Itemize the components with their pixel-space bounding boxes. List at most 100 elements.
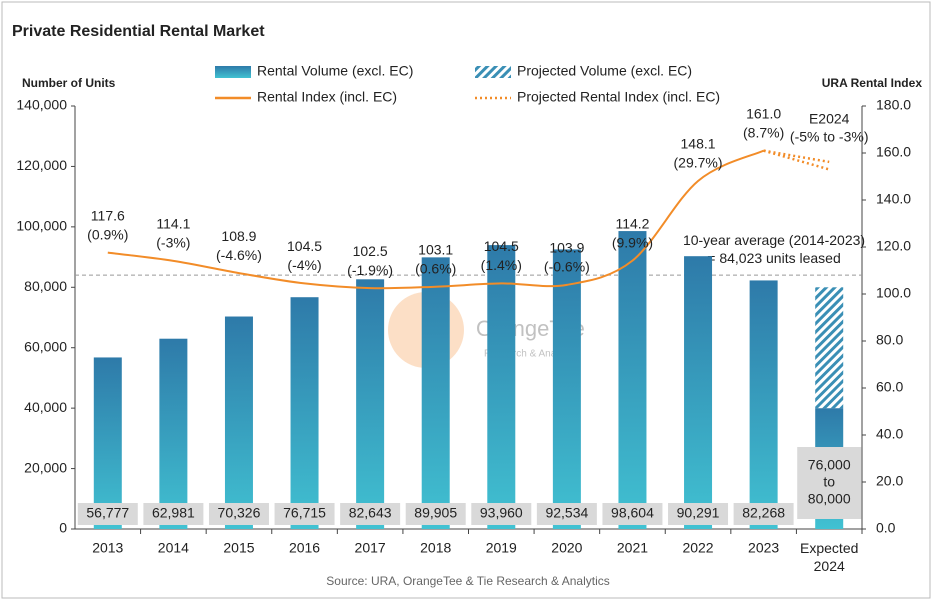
value-label: 62,981 — [152, 505, 195, 521]
y2-tick-label: 100.0 — [876, 285, 911, 301]
value-label: 98,604 — [611, 505, 654, 521]
x-tick-label: 2023 — [748, 540, 779, 556]
expected-volume-label: 76,000 — [808, 457, 851, 473]
x-tick-label: 2016 — [289, 540, 320, 556]
y2-tick-label: 60.0 — [876, 379, 903, 395]
projected-bar — [815, 287, 844, 409]
legend-swatch — [475, 66, 511, 78]
projection-label: E2024 — [809, 111, 850, 127]
y-tick-label: 40,000 — [24, 399, 67, 415]
bar — [224, 316, 253, 529]
legend-label: Rental Index (incl. EC) — [257, 89, 397, 105]
value-label-box — [536, 503, 597, 525]
value-label: 76,715 — [283, 505, 326, 521]
bar — [684, 256, 713, 529]
index-change-label: (-0.6%) — [544, 259, 590, 275]
y2-tick-label: 80.0 — [876, 332, 903, 348]
y2-tick-label: 140.0 — [876, 191, 911, 207]
index-label: 102.5 — [353, 243, 388, 259]
y-tick-label: 80,000 — [24, 278, 67, 294]
x-tick-label: 2015 — [223, 540, 254, 556]
value-label-box — [405, 503, 466, 525]
value-label-box — [77, 503, 138, 525]
index-label: 148.1 — [681, 136, 716, 152]
bar — [487, 245, 516, 529]
index-label: 117.6 — [91, 207, 125, 223]
index-change-label: (-4.6%) — [216, 247, 262, 263]
y2-tick-label: 120.0 — [876, 238, 911, 254]
y-tick-label: 0 — [59, 520, 67, 536]
value-label-box — [797, 447, 862, 519]
x-tick-label-line: 2024 — [814, 558, 845, 574]
value-label: 89,905 — [414, 505, 457, 521]
x-tick-label: 2022 — [682, 540, 713, 556]
y2-tick-label: 180.0 — [876, 97, 911, 113]
value-label-box — [668, 503, 729, 525]
index-label: 104.5 — [484, 238, 519, 254]
x-tick-label: 2021 — [617, 540, 648, 556]
value-label: 82,643 — [349, 505, 392, 521]
y2-tick-label: 20.0 — [876, 473, 903, 489]
index-change-label: (0.9%) — [87, 226, 128, 242]
value-label-box — [471, 503, 532, 525]
index-change-label: (8.7%) — [743, 124, 784, 140]
bar — [552, 249, 581, 529]
projection-label: (-5% to -3%) — [790, 129, 869, 145]
index-change-label: (0.6%) — [415, 260, 456, 276]
x-tick-label: Expected 2024 — [800, 540, 858, 574]
value-label: 90,291 — [677, 505, 720, 521]
projected-index-line — [763, 149, 830, 171]
index-label: 108.9 — [221, 228, 256, 244]
legend-label: Projected Volume (excl. EC) — [517, 63, 692, 79]
index-label: 114.2 — [615, 215, 649, 231]
bar — [93, 357, 122, 529]
index-change-label: (9.9%) — [612, 234, 653, 250]
value-label-box — [733, 503, 794, 525]
index-label: 103.1 — [418, 241, 453, 257]
index-line — [107, 149, 765, 290]
value-label-box — [274, 503, 335, 525]
value-label-box — [602, 503, 663, 525]
average-label: 10-year average (2014-2023) — [683, 232, 865, 248]
index-label: 114.1 — [156, 216, 190, 232]
value-label-box — [208, 503, 269, 525]
legend-swatch — [215, 66, 251, 78]
index-change-label: (-1.9%) — [347, 262, 393, 278]
index-label: 103.9 — [549, 240, 584, 256]
bar — [421, 257, 450, 529]
value-label-box — [143, 503, 204, 525]
index-change-label: (-4%) — [287, 257, 321, 273]
x-tick-label: 2019 — [486, 540, 517, 556]
y-tick-label: 20,000 — [24, 459, 67, 475]
x-tick-label: 2014 — [158, 540, 189, 556]
y2-axis-title: URA Rental Index — [822, 76, 923, 90]
bar — [749, 280, 778, 529]
expected-volume-label: to — [823, 474, 835, 490]
index-change-label: (-3%) — [156, 235, 190, 251]
value-label: 82,268 — [742, 505, 785, 521]
x-tick-label: 2013 — [92, 540, 123, 556]
y-tick-label: 140,000 — [16, 97, 67, 113]
x-tick-label: 2018 — [420, 540, 451, 556]
legend-label: Rental Volume (excl. EC) — [257, 63, 413, 79]
value-label: 56,777 — [86, 505, 129, 521]
y2-tick-label: 160.0 — [876, 144, 911, 160]
bar — [159, 338, 188, 529]
x-tick-label: 2020 — [551, 540, 582, 556]
chart-title: Private Residential Rental Market — [12, 23, 265, 40]
bar — [618, 231, 647, 529]
index-change-label: (1.4%) — [481, 257, 522, 273]
value-label-box — [340, 503, 401, 525]
legend-label: Projected Rental Index (incl. EC) — [517, 89, 720, 105]
index-label: 104.5 — [287, 238, 322, 254]
value-label: 93,960 — [480, 505, 523, 521]
average-label: = 84,023 units leased — [707, 250, 841, 266]
y2-tick-label: 40.0 — [876, 426, 903, 442]
value-label: 92,534 — [545, 505, 588, 521]
y-axis-title: Number of Units — [22, 76, 116, 90]
bar — [356, 279, 385, 529]
index-label: 161.0 — [746, 105, 781, 121]
value-label: 70,326 — [218, 505, 261, 521]
y-tick-label: 100,000 — [16, 218, 67, 234]
